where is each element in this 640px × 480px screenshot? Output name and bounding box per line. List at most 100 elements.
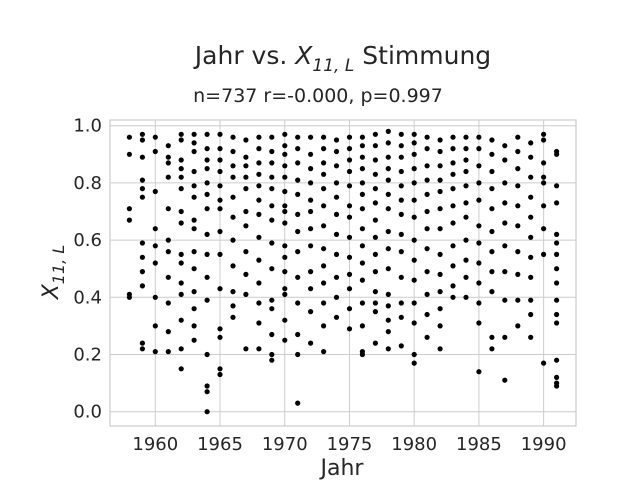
- data-point: [165, 249, 171, 255]
- data-point: [463, 146, 469, 152]
- data-point: [308, 151, 314, 157]
- data-point: [269, 186, 275, 192]
- data-point: [450, 186, 456, 192]
- data-point: [178, 291, 184, 297]
- data-point: [269, 266, 275, 272]
- x-tick-label: 1975: [327, 434, 373, 455]
- data-point: [230, 134, 236, 140]
- data-point: [191, 323, 197, 329]
- data-point: [346, 271, 353, 277]
- data-point: [411, 277, 417, 283]
- data-point: [308, 226, 314, 232]
- data-point: [450, 294, 456, 300]
- data-point: [476, 280, 482, 286]
- data-point: [152, 226, 158, 232]
- data-point: [243, 223, 249, 229]
- data-point: [139, 194, 145, 200]
- data-point: [308, 180, 314, 186]
- data-point: [411, 140, 417, 146]
- data-point: [424, 191, 430, 197]
- data-point: [256, 160, 262, 166]
- data-point: [528, 334, 534, 340]
- data-point: [178, 166, 184, 172]
- y-tick-labels: 0.0 0.2 0.4 0.6 0.8 1.0: [73, 116, 102, 423]
- data-point: [333, 163, 340, 169]
- data-point: [541, 137, 547, 143]
- data-point: [295, 400, 301, 406]
- data-point: [359, 134, 365, 140]
- data-point: [554, 240, 560, 246]
- data-point: [152, 148, 158, 155]
- data-point: [528, 297, 534, 303]
- data-point: [178, 208, 184, 215]
- data-point: [230, 303, 236, 309]
- data-point: [321, 160, 327, 166]
- data-point: [385, 291, 391, 297]
- data-point: [398, 211, 404, 217]
- data-point: [385, 140, 391, 146]
- data-point: [515, 271, 521, 277]
- data-point: [230, 163, 236, 169]
- data-point: [282, 143, 288, 149]
- data-point: [256, 146, 262, 152]
- data-point: [359, 243, 365, 249]
- data-point: [308, 286, 314, 292]
- data-point: [308, 197, 314, 203]
- data-point: [333, 211, 340, 217]
- data-point: [437, 177, 443, 183]
- data-point: [269, 203, 275, 209]
- data-point: [333, 314, 340, 320]
- data-point: [463, 134, 469, 140]
- y-tick-label: 0.8: [73, 173, 102, 194]
- data-point: [554, 151, 560, 157]
- data-point: [295, 134, 301, 140]
- data-point: [372, 217, 378, 223]
- data-point: [191, 226, 197, 232]
- data-point: [346, 306, 353, 312]
- data-point: [463, 274, 469, 280]
- data-point: [139, 177, 145, 183]
- data-point: [437, 323, 443, 329]
- data-point: [191, 249, 197, 255]
- data-point: [126, 294, 132, 300]
- data-point: [295, 177, 301, 183]
- data-point: [308, 340, 314, 346]
- data-point: [411, 214, 417, 220]
- data-point: [450, 263, 456, 269]
- data-point: [437, 251, 443, 257]
- data-point: [372, 200, 378, 206]
- data-point: [217, 183, 223, 189]
- data-point: [359, 323, 365, 329]
- data-point: [515, 203, 521, 209]
- data-point: [437, 137, 443, 143]
- data-point: [139, 254, 145, 260]
- data-point: [359, 351, 365, 358]
- data-point: [554, 320, 560, 326]
- data-point: [385, 166, 391, 172]
- data-point: [489, 346, 495, 352]
- data-point: [385, 206, 391, 212]
- data-point: [126, 217, 132, 223]
- data-point: [476, 369, 482, 375]
- data-point: [372, 309, 378, 315]
- data-point: [308, 269, 314, 275]
- data-point: [515, 166, 521, 172]
- data-point: [282, 208, 288, 215]
- data-point: [191, 306, 197, 312]
- data-point: [463, 200, 469, 206]
- data-point: [489, 269, 495, 275]
- data-point: [295, 191, 301, 197]
- data-point: [450, 146, 456, 152]
- data-point: [476, 240, 482, 246]
- data-point: [295, 211, 301, 217]
- data-point: [541, 160, 547, 166]
- data-point: [359, 206, 365, 212]
- data-point: [489, 228, 495, 235]
- data-point: [398, 154, 404, 160]
- data-point: [554, 251, 560, 257]
- data-point: [346, 286, 353, 292]
- data-point: [541, 174, 547, 180]
- data-point: [152, 134, 158, 140]
- data-point: [411, 151, 417, 157]
- data-point: [541, 180, 547, 186]
